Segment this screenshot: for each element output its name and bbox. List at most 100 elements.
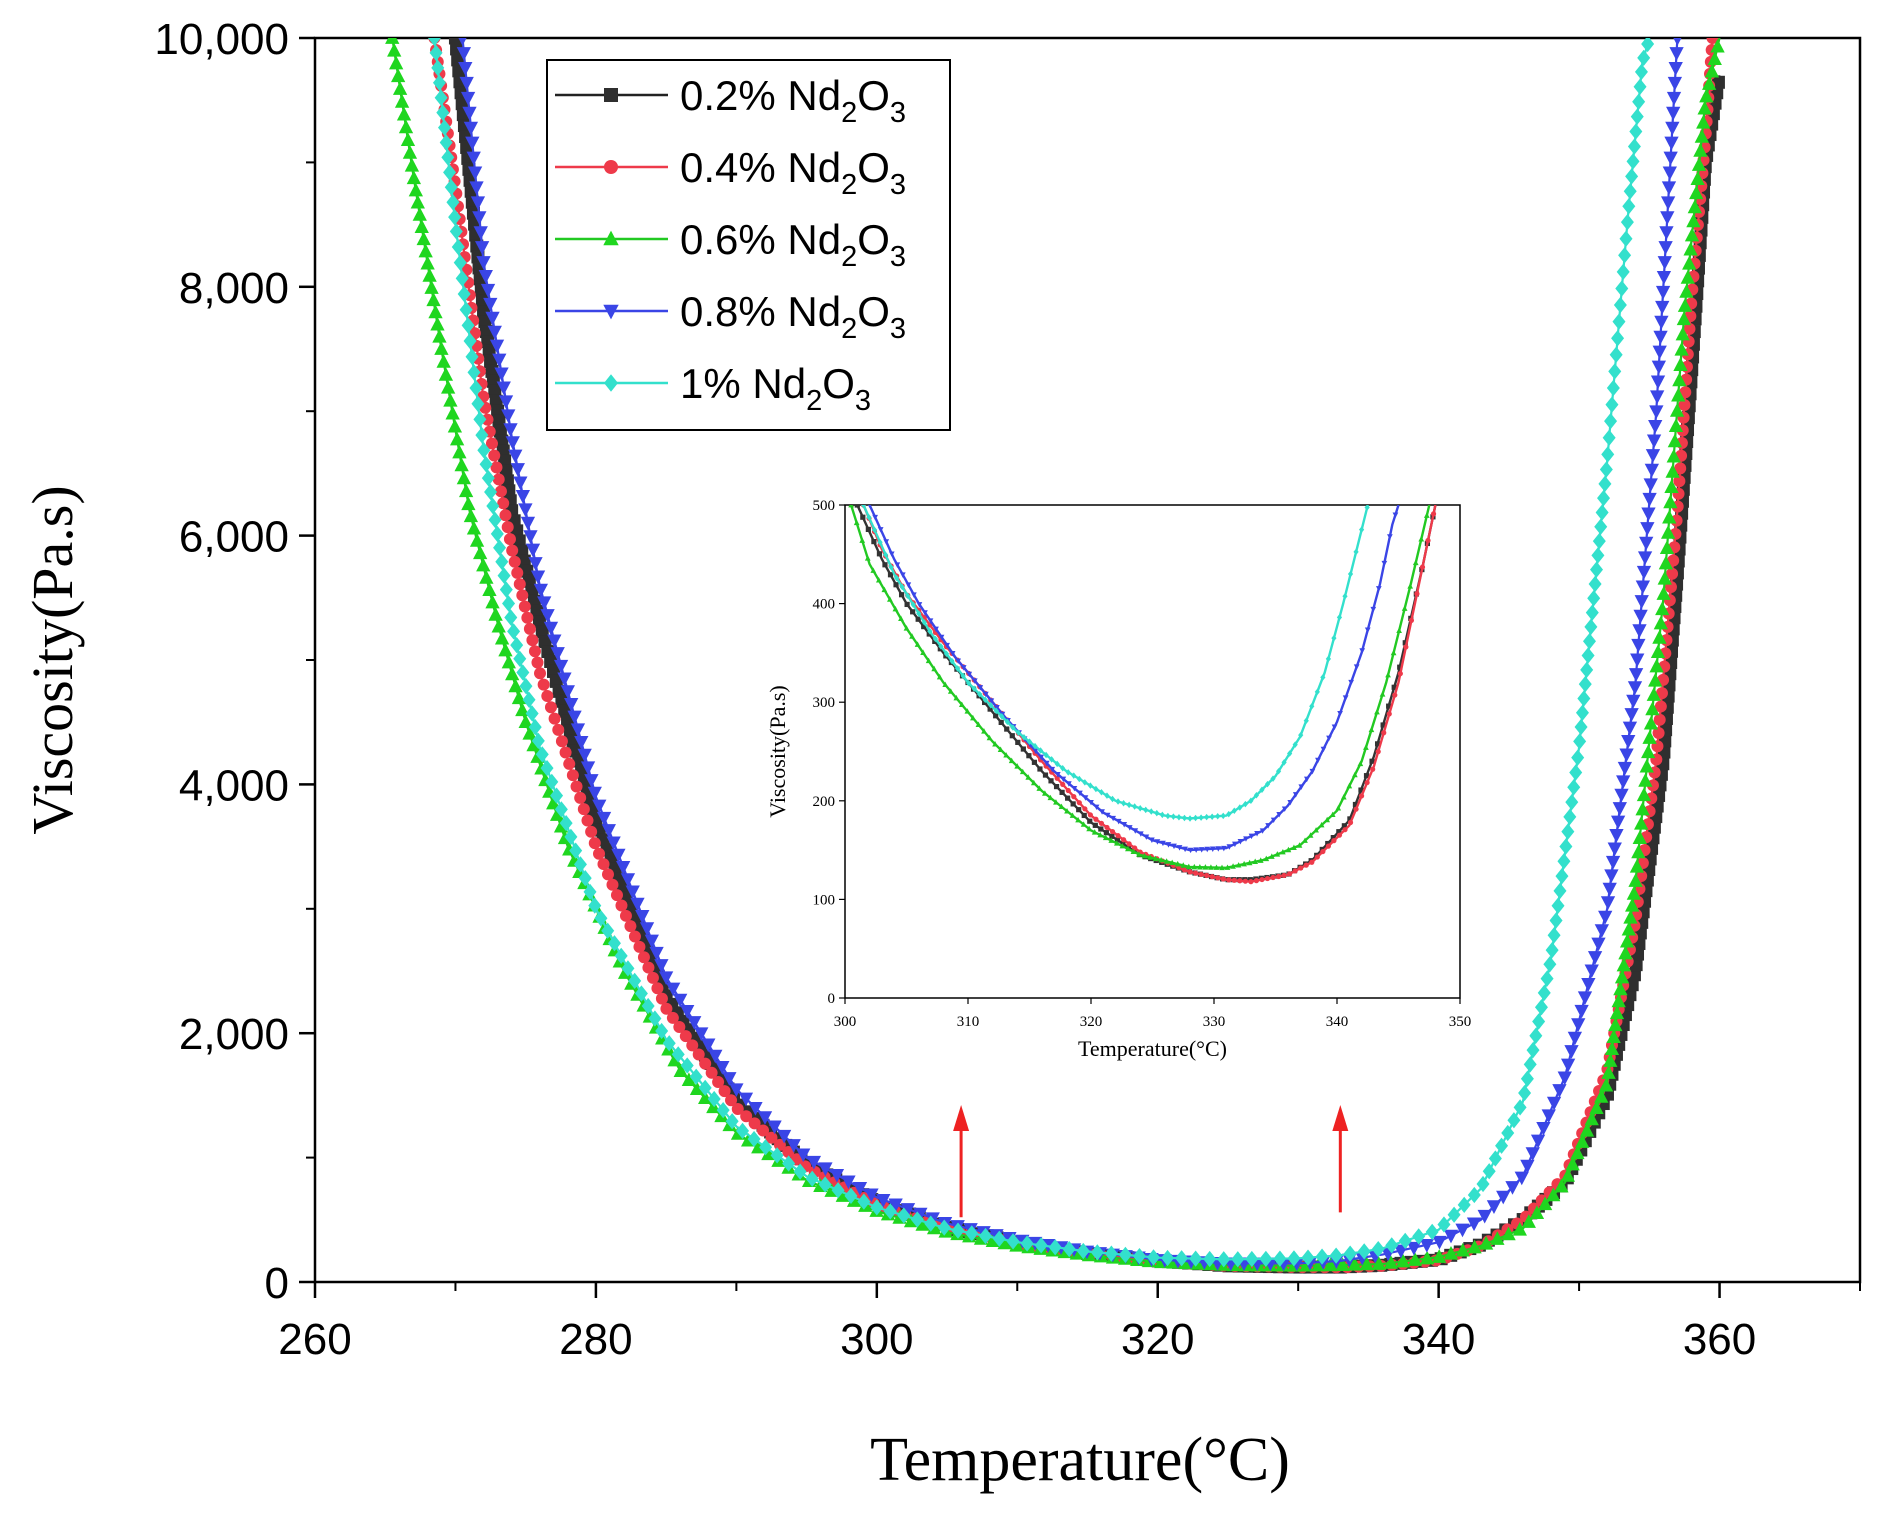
data-point [484, 354, 498, 368]
data-point [513, 578, 526, 591]
inset-data-point [1159, 811, 1165, 819]
inset-data-point [1237, 878, 1243, 884]
data-point [1525, 1147, 1540, 1161]
data-point [420, 255, 435, 270]
inset-data-point [1232, 841, 1238, 848]
inset-data-point [1069, 812, 1076, 818]
data-point [540, 609, 555, 623]
data-point [1383, 1255, 1399, 1269]
data-point [1633, 609, 1648, 624]
data-point [1547, 927, 1561, 944]
data-point [1132, 1247, 1146, 1265]
data-point [699, 1057, 712, 1070]
data-point [451, 238, 465, 256]
legend-label-subscript: 2 [841, 241, 857, 273]
legend-label-subscript: 2 [806, 385, 822, 417]
data-point [495, 553, 509, 570]
inset-data-point [1397, 671, 1403, 677]
data-point [548, 712, 561, 725]
data-point [1536, 1121, 1551, 1136]
data-point [1663, 151, 1678, 166]
data-point [635, 910, 650, 924]
data-point [1594, 924, 1609, 938]
data-point [649, 946, 664, 961]
inset-data-point [1396, 627, 1402, 634]
data-point [782, 1155, 796, 1172]
data-point [441, 380, 456, 394]
data-point [486, 497, 500, 515]
inset-data-point [1092, 822, 1098, 828]
data-point [1455, 1223, 1470, 1238]
data-point [633, 940, 646, 953]
data-point [1609, 1005, 1625, 1020]
data-point [414, 219, 429, 233]
inset-series-0-8-nd2o3 [867, 505, 1400, 854]
inset-data-point [859, 537, 866, 543]
inset-data-point [1176, 814, 1182, 821]
inset-x-axis-title: Temperature(°C) [1078, 1036, 1227, 1061]
data-point [458, 38, 467, 46]
data-point [1612, 313, 1626, 330]
inset-data-point [1292, 741, 1298, 748]
data-point [1523, 1056, 1537, 1073]
data-point [528, 557, 543, 571]
data-point [646, 971, 659, 984]
inset-data-point [1065, 769, 1071, 776]
data-point [1259, 1250, 1273, 1267]
data-point [592, 847, 605, 860]
inset-data-point [955, 658, 962, 664]
data-point [1678, 398, 1691, 411]
data-point [463, 332, 477, 350]
legend-label-prefix: 1% Nd [680, 360, 806, 407]
data-point [1614, 788, 1629, 803]
inset-x-tick-label: 330 [1203, 1014, 1226, 1030]
data-point [1069, 1246, 1084, 1260]
inset-data-point [1347, 819, 1354, 826]
inset-data-point [954, 665, 961, 672]
data-point [1591, 547, 1605, 564]
data-point [1553, 882, 1567, 900]
inset-data-point [1369, 758, 1375, 764]
data-point [444, 179, 458, 196]
data-point [1673, 475, 1686, 488]
data-point [456, 470, 472, 485]
data-point [554, 801, 568, 818]
data-point [1645, 449, 1661, 463]
data-point [1645, 701, 1660, 716]
data-point [533, 583, 549, 598]
inset-data-point [1120, 841, 1126, 847]
data-point [1696, 114, 1711, 129]
data-point [1347, 1256, 1362, 1271]
data-point [1690, 171, 1705, 186]
data-point [757, 1124, 770, 1137]
inset-data-point [1347, 816, 1353, 822]
inset-data-point [1076, 800, 1082, 806]
data-point [1611, 993, 1626, 1008]
data-point [1551, 897, 1565, 914]
inset-data-point [1237, 838, 1244, 845]
data-point [844, 1187, 858, 1205]
inset-data-point [1280, 848, 1286, 855]
data-point [476, 256, 491, 270]
data-point [1635, 580, 1651, 595]
inset-data-point [1093, 785, 1099, 793]
inset-data-point [1353, 806, 1359, 812]
data-point [716, 1102, 730, 1119]
data-point [1655, 285, 1671, 300]
data-point [883, 1203, 897, 1220]
data-point [1623, 909, 1638, 924]
data-point [614, 947, 628, 964]
inset-data-point [1270, 817, 1277, 824]
data-point [1371, 1240, 1385, 1258]
inset-data-point [997, 746, 1004, 752]
data-point [506, 544, 519, 557]
data-point [1571, 749, 1585, 766]
inset-data-point [1412, 559, 1419, 566]
data-point [499, 464, 513, 478]
data-point [671, 1046, 685, 1063]
data-point [1641, 38, 1655, 53]
data-point [1604, 1041, 1620, 1055]
inset-data-point [1407, 583, 1414, 589]
data-point [1666, 106, 1681, 121]
